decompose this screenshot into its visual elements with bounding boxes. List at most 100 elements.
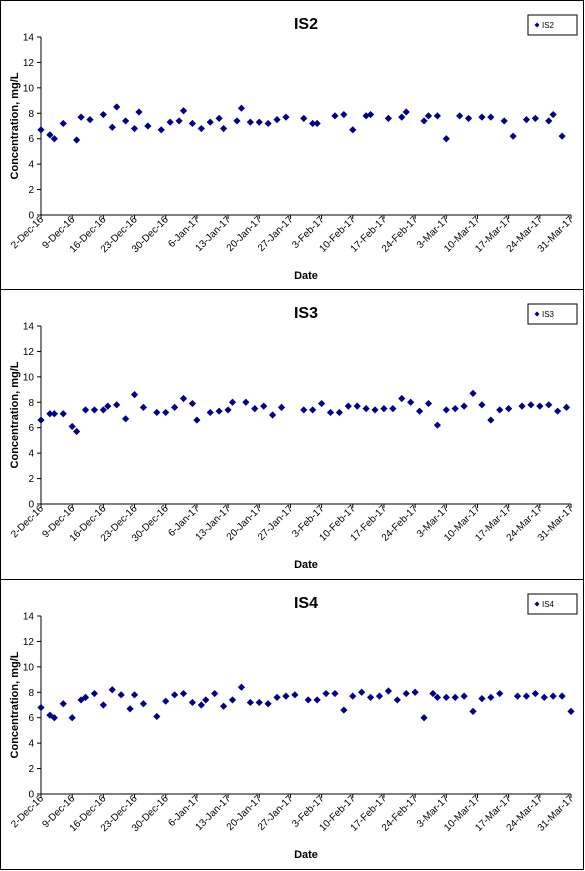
data-point [424,112,433,120]
data-point [384,687,392,695]
data-point [188,698,197,707]
y-tick-label: 2 [28,474,34,485]
data-point [108,123,116,131]
data-point [545,401,553,409]
data-point [558,692,566,700]
y-tick-label: 10 [23,662,35,673]
data-point [567,707,575,715]
data-point [130,691,139,699]
data-point [487,113,495,121]
y-tick-label: 14 [23,612,35,623]
data-point [162,697,170,705]
data-point [179,107,188,115]
x-axis-title: Date [294,270,318,282]
data-point [513,692,522,700]
data-point [415,407,424,415]
data-point [228,696,237,704]
data-point [46,131,54,139]
data-point [291,691,299,699]
data-point [433,421,441,429]
data-point [188,399,197,408]
y-axis-title: Concentration, mg/L [9,72,21,179]
data-point [554,407,562,415]
y-tick-label: 6 [28,134,34,145]
data-point [220,124,228,133]
legend-label: IS3 [542,310,555,319]
data-point [433,112,441,120]
data-point [122,117,130,125]
data-point [246,698,254,707]
data-point [117,691,125,699]
data-point [224,406,232,414]
legend-label: IS4 [542,600,555,609]
data-point [99,701,107,709]
data-point [500,117,508,125]
data-point [113,401,121,409]
data-point [130,124,139,133]
data-point [478,401,486,409]
data-point [469,389,477,397]
data-point [451,693,459,701]
data-point [179,689,188,698]
data-point [202,696,210,704]
legend-box [527,14,578,36]
data-point [144,122,152,130]
data-point [433,693,441,701]
data-point [273,116,281,124]
data-point [86,116,94,124]
data-point [487,416,495,424]
data-point [335,408,344,417]
data-point [309,406,317,414]
data-point [460,692,468,700]
y-tick-label: 14 [23,322,35,333]
data-point [531,114,539,122]
data-point [549,110,557,119]
chart-panel-is3: IS3 0 2 4 6 8 10 12 14 Concentration, mg/L 2-Dec-1… [0,289,584,580]
y-tick-label: 4 [28,160,34,171]
y-tick-label: 8 [28,688,34,699]
y-tick-label: 4 [28,739,34,750]
data-point [113,103,121,111]
data-point [340,706,348,714]
data-point [68,422,76,431]
data-point [130,391,139,399]
data-point [37,126,45,134]
data-point [139,700,148,708]
data-point [264,700,272,708]
legend-marker [534,601,540,607]
data-point [171,403,179,411]
data-point [233,117,241,125]
data-point [237,104,246,112]
y-tick-label: 12 [23,58,35,69]
legend-label: IS2 [542,21,555,30]
data-point [277,403,286,411]
data-point [362,405,370,413]
data-point [122,415,130,423]
data-point [487,693,495,701]
data-point [558,132,566,140]
data-point [375,692,384,700]
data-point [59,410,67,418]
data-point [237,683,246,691]
data-point [451,405,459,413]
data-point [37,703,45,712]
data-point [313,696,321,704]
data-point [442,406,450,414]
data-point [317,399,326,408]
data-point [420,714,428,722]
data-point [282,113,290,121]
data-point [527,401,535,409]
data-point [442,693,450,701]
chart-title: IS3 [294,305,318,322]
data-point [81,406,90,414]
legend-marker [534,22,540,28]
data-point [46,410,54,418]
y-tick-label: 6 [28,423,34,434]
data-point [393,696,401,704]
data-point [411,688,419,696]
data-point [331,112,339,120]
data-point [340,110,348,119]
data-point [282,692,290,700]
data-point [384,114,392,122]
